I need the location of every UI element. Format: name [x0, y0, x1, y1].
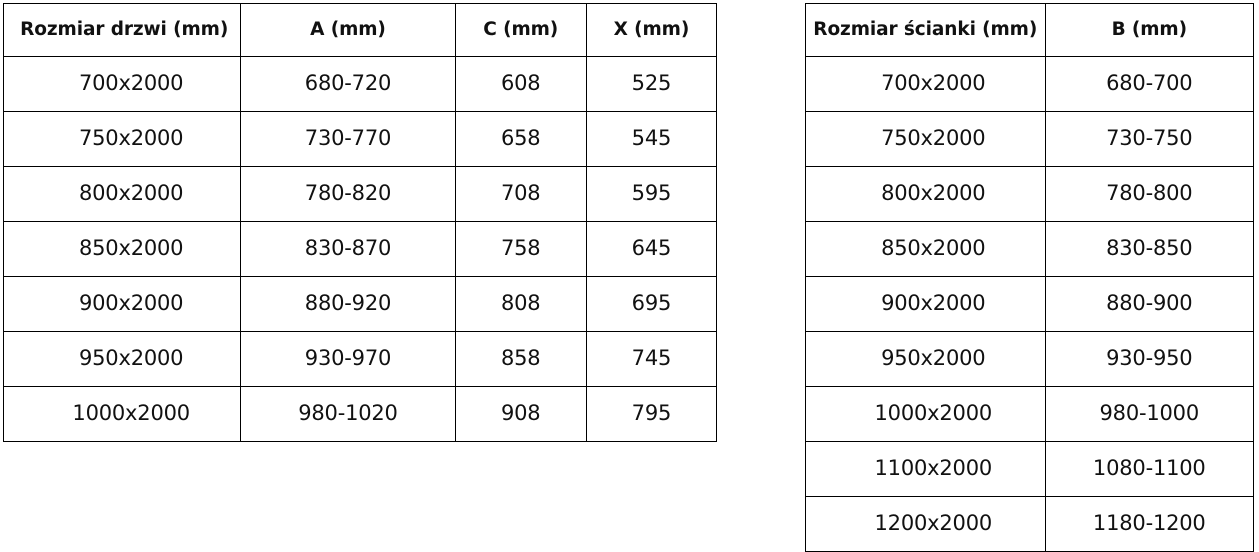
- cell-b: 1180-1200: [1044, 496, 1255, 552]
- cell-wall-size: 1200x2000: [805, 496, 1046, 552]
- table-row: 750x2000 730-750: [805, 111, 1255, 167]
- cell-c: 858: [454, 331, 587, 387]
- cell-wall-size: 800x2000: [805, 166, 1046, 222]
- cell-x: 545: [585, 111, 718, 167]
- column-header-c: C (mm): [454, 3, 587, 57]
- cell-b: 980-1000: [1044, 386, 1255, 442]
- table-row: 1100x2000 1080-1100: [805, 441, 1255, 497]
- cell-x: 695: [585, 276, 718, 332]
- cell-b: 1080-1100: [1044, 441, 1255, 497]
- table-row: 850x2000 830-850: [805, 221, 1255, 277]
- cell-wall-size: 1100x2000: [805, 441, 1046, 497]
- cell-b: 880-900: [1044, 276, 1255, 332]
- table-row: 1000x2000 980-1000: [805, 386, 1255, 442]
- wall-size-table: Rozmiar ścianki (mm) B (mm) 700x2000 680…: [805, 3, 1255, 552]
- cell-x: 595: [585, 166, 718, 222]
- table-row: 800x2000 780-820 708 595: [2, 166, 718, 222]
- door-size-table: Rozmiar drzwi (mm) A (mm) C (mm) X (mm) …: [2, 3, 718, 442]
- cell-c: 708: [454, 166, 587, 222]
- cell-door-size: 700x2000: [2, 56, 242, 112]
- cell-a: 930-970: [240, 331, 456, 387]
- table-row: 900x2000 880-920 808 695: [2, 276, 718, 332]
- cell-a: 680-720: [240, 56, 456, 112]
- cell-c: 808: [454, 276, 587, 332]
- wall-size-table-header: Rozmiar ścianki (mm) B (mm): [805, 3, 1255, 57]
- cell-door-size: 900x2000: [2, 276, 242, 332]
- cell-c: 608: [454, 56, 587, 112]
- cell-b: 830-850: [1044, 221, 1255, 277]
- column-header-x: X (mm): [585, 3, 718, 57]
- cell-b: 680-700: [1044, 56, 1255, 112]
- door-size-table-body: 700x2000 680-720 608 525 750x2000 730-77…: [2, 56, 718, 442]
- cell-door-size: 750x2000: [2, 111, 242, 167]
- cell-b: 930-950: [1044, 331, 1255, 387]
- column-header-door-size: Rozmiar drzwi (mm): [2, 3, 242, 57]
- cell-door-size: 850x2000: [2, 221, 242, 277]
- cell-wall-size: 750x2000: [805, 111, 1046, 167]
- table-header-row: Rozmiar drzwi (mm) A (mm) C (mm) X (mm): [2, 3, 718, 57]
- column-header-b: B (mm): [1044, 3, 1255, 57]
- cell-door-size: 800x2000: [2, 166, 242, 222]
- cell-door-size: 1000x2000: [2, 386, 242, 442]
- cell-wall-size: 1000x2000: [805, 386, 1046, 442]
- cell-wall-size: 950x2000: [805, 331, 1046, 387]
- cell-wall-size: 850x2000: [805, 221, 1046, 277]
- cell-x: 525: [585, 56, 718, 112]
- cell-a: 730-770: [240, 111, 456, 167]
- cell-a: 830-870: [240, 221, 456, 277]
- cell-c: 758: [454, 221, 587, 277]
- table-row: 750x2000 730-770 658 545: [2, 111, 718, 167]
- column-header-a: A (mm): [240, 3, 456, 57]
- column-header-wall-size: Rozmiar ścianki (mm): [805, 3, 1046, 57]
- table-row: 1200x2000 1180-1200: [805, 496, 1255, 552]
- cell-a: 980-1020: [240, 386, 456, 442]
- cell-c: 658: [454, 111, 587, 167]
- table-row: 700x2000 680-720 608 525: [2, 56, 718, 112]
- cell-a: 880-920: [240, 276, 456, 332]
- cell-wall-size: 900x2000: [805, 276, 1046, 332]
- cell-b: 730-750: [1044, 111, 1255, 167]
- wall-size-table-body: 700x2000 680-700 750x2000 730-750 800x20…: [805, 56, 1255, 552]
- table-row: 900x2000 880-900: [805, 276, 1255, 332]
- cell-x: 645: [585, 221, 718, 277]
- table-row: 950x2000 930-950: [805, 331, 1255, 387]
- cell-door-size: 950x2000: [2, 331, 242, 387]
- table-row: 950x2000 930-970 858 745: [2, 331, 718, 387]
- cell-b: 780-800: [1044, 166, 1255, 222]
- cell-a: 780-820: [240, 166, 456, 222]
- cell-x: 745: [585, 331, 718, 387]
- table-row: 800x2000 780-800: [805, 166, 1255, 222]
- table-header-row: Rozmiar ścianki (mm) B (mm): [805, 3, 1255, 57]
- table-row: 700x2000 680-700: [805, 56, 1255, 112]
- table-row: 850x2000 830-870 758 645: [2, 221, 718, 277]
- cell-wall-size: 700x2000: [805, 56, 1046, 112]
- cell-c: 908: [454, 386, 587, 442]
- table-row: 1000x2000 980-1020 908 795: [2, 386, 718, 442]
- door-size-table-header: Rozmiar drzwi (mm) A (mm) C (mm) X (mm): [2, 3, 718, 57]
- cell-x: 795: [585, 386, 718, 442]
